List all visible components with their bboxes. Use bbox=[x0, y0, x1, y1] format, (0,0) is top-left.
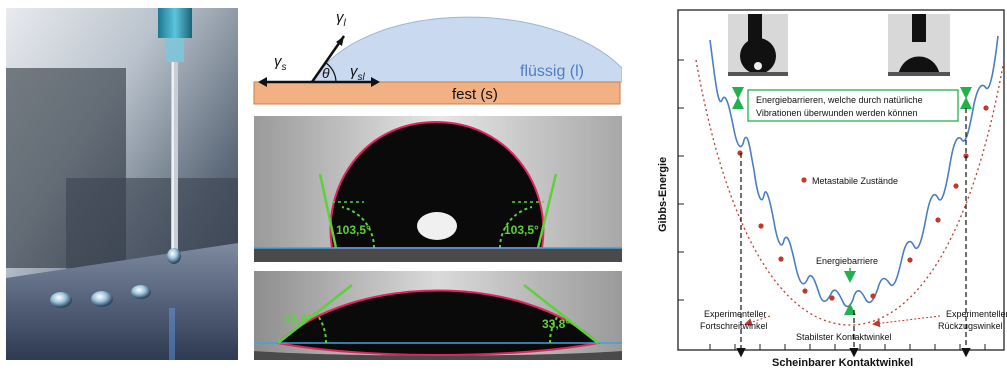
inset-photo-left bbox=[728, 14, 788, 76]
receding-drop-graphic: 33,8° 33,8° bbox=[254, 271, 622, 360]
inset-photo-right bbox=[888, 14, 950, 76]
syringe-droplet-photo bbox=[6, 8, 238, 360]
x-axis-label: Scheinbarer Kontaktwinkel bbox=[772, 357, 913, 369]
angle-left-label: 103,5° bbox=[336, 223, 371, 237]
theta-arc bbox=[325, 62, 337, 83]
stable-label: Stabilster Kontaktwinkel bbox=[796, 332, 892, 342]
gamma-l-subscript: l bbox=[344, 18, 347, 29]
y-axis-label: Gibbs-Energie bbox=[657, 157, 669, 232]
receding-label-line2: Rückzugswinkel bbox=[938, 321, 1003, 331]
gamma-s-subscript: s bbox=[282, 62, 287, 73]
tangent-right bbox=[523, 284, 599, 344]
metastable-label: Metastabile Zustände bbox=[812, 176, 898, 186]
callout-text-line1: Energiebarrieren, welche durch natürlich… bbox=[756, 95, 923, 105]
callout-text-line2: Vibrationen überwunden werden können bbox=[756, 108, 917, 118]
callout-box bbox=[747, 89, 959, 122]
gamma-s-label: γ bbox=[274, 53, 283, 70]
gamma-sl-label: γ bbox=[350, 63, 359, 80]
metastable-markers bbox=[737, 105, 989, 301]
svg-text:γl: γl bbox=[336, 9, 347, 29]
energy-envelope bbox=[695, 59, 1005, 326]
energy-diagram-graphic: Energiebarrieren, welche durch natürlich… bbox=[657, 9, 1007, 369]
theta-label: θ bbox=[322, 65, 330, 81]
tangent-left bbox=[318, 173, 338, 249]
advancing-drop-graphic: 103,5° 103,5° bbox=[254, 116, 622, 262]
schematic-graphic: γl γs γsl θ flüssig (l) fest (s) bbox=[253, 9, 622, 105]
gamma-sl-subscript: sl bbox=[358, 72, 366, 83]
angle-right-label: 103,5° bbox=[504, 223, 539, 237]
syringe-photo-graphic bbox=[6, 8, 238, 360]
advancing-label-line2: Fortschreitwinkel bbox=[700, 321, 768, 331]
advancing-drop-photo: 103,5° 103,5° bbox=[254, 116, 622, 262]
angle-left-label: 33,8° bbox=[284, 312, 312, 326]
receding-label-line1: Experimenteller bbox=[946, 309, 1007, 319]
tangent-left bbox=[277, 284, 353, 344]
svg-text:γs: γs bbox=[274, 53, 287, 73]
gibbs-energy-diagram: Energiebarrieren, welche durch natürlich… bbox=[640, 0, 1007, 372]
barrier-label: Energiebarriere bbox=[816, 256, 878, 266]
gamma-l-label: γ bbox=[336, 9, 345, 26]
advancing-label-line1: Experimenteller bbox=[704, 309, 767, 319]
young-equation-schematic: γl γs γsl θ flüssig (l) fest (s) bbox=[252, 8, 622, 108]
angle-right-label: 33,8° bbox=[542, 317, 570, 331]
solid-label: fest (s) bbox=[452, 86, 498, 103]
tangent-right bbox=[536, 173, 558, 249]
liquid-drop-shape bbox=[311, 16, 622, 83]
drop-contour bbox=[329, 120, 545, 249]
receding-drop-photo: 33,8° 33,8° bbox=[254, 271, 622, 360]
solid-substrate bbox=[253, 81, 621, 105]
liquid-label: flüssig (l) bbox=[520, 63, 584, 80]
svg-text:γsl: γsl bbox=[350, 63, 366, 83]
